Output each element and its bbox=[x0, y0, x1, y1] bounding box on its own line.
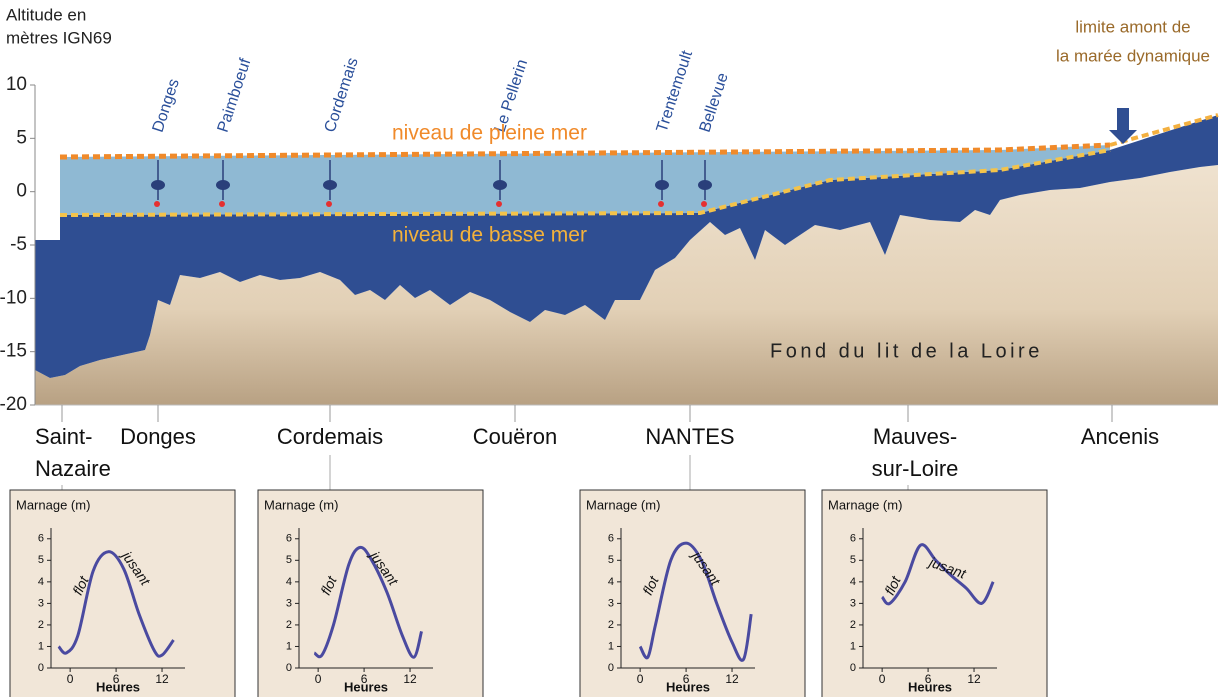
tide-limit-label: la marée dynamique bbox=[1056, 46, 1210, 65]
station-label: Cordemais bbox=[322, 56, 362, 135]
y-tick-label: 5 bbox=[16, 127, 27, 148]
inset-y-tick-label: 6 bbox=[608, 533, 614, 545]
inset-y-tick-label: 2 bbox=[38, 619, 44, 631]
place-label: Ancenis bbox=[1081, 424, 1159, 449]
place-label: Saint- bbox=[35, 424, 92, 449]
axis-title: Altitude en bbox=[6, 5, 86, 24]
inset-y-tick-label: 4 bbox=[38, 576, 44, 588]
inset-x-tick-label: 0 bbox=[637, 672, 644, 686]
buoy-anchor bbox=[154, 201, 160, 207]
buoy-anchor bbox=[496, 201, 502, 207]
place-label: Couëron bbox=[473, 424, 557, 449]
inset-ylabel: Marnage (m) bbox=[586, 497, 660, 512]
buoy bbox=[151, 180, 165, 190]
buoy bbox=[655, 180, 669, 190]
inset-y-tick-label: 5 bbox=[850, 554, 856, 566]
station-label: Paimboeuf bbox=[215, 56, 255, 135]
inset-y-tick-label: 4 bbox=[286, 576, 292, 588]
axis-title: mètres IGN69 bbox=[6, 28, 112, 47]
inset-y-tick-label: 6 bbox=[850, 533, 856, 545]
inset-ylabel: Marnage (m) bbox=[828, 497, 902, 512]
inset-y-tick-label: 0 bbox=[286, 662, 292, 674]
inset-x-tick-label: 6 bbox=[683, 672, 690, 686]
buoy bbox=[323, 180, 337, 190]
inset-ylabel: Marnage (m) bbox=[16, 497, 90, 512]
high-water-label: niveau de pleine mer bbox=[392, 122, 587, 145]
inset-x-tick-label: 0 bbox=[67, 672, 74, 686]
inset-ylabel: Marnage (m) bbox=[264, 497, 338, 512]
inset-y-tick-label: 2 bbox=[850, 619, 856, 631]
inset-y-tick-label: 5 bbox=[38, 554, 44, 566]
y-tick-label: 10 bbox=[6, 74, 27, 95]
y-tick-label: 0 bbox=[16, 181, 27, 202]
inset-y-tick-label: 3 bbox=[286, 597, 292, 609]
inset-y-tick-label: 1 bbox=[608, 640, 614, 652]
inset-y-tick-label: 2 bbox=[608, 619, 614, 631]
buoy-anchor bbox=[219, 201, 225, 207]
figure: Altitude enmètres IGN691050-5-10-15-20Do… bbox=[0, 0, 1223, 697]
inset-y-tick-label: 6 bbox=[38, 533, 44, 545]
bed-label: Fond du lit de la Loire bbox=[770, 340, 1043, 362]
station-label: Donges bbox=[150, 77, 183, 135]
buoy-anchor bbox=[326, 201, 332, 207]
inset-y-tick-label: 1 bbox=[286, 640, 292, 652]
y-tick-label: -5 bbox=[10, 234, 27, 255]
inset-x-tick-label: 6 bbox=[361, 672, 368, 686]
inset-x-tick-label: 12 bbox=[725, 672, 739, 686]
buoy bbox=[698, 180, 712, 190]
y-tick-label: -10 bbox=[0, 287, 27, 308]
inset-y-tick-label: 3 bbox=[608, 597, 614, 609]
place-label: NANTES bbox=[645, 424, 734, 449]
inset-x-tick-label: 0 bbox=[879, 672, 886, 686]
buoy-anchor bbox=[658, 201, 664, 207]
inset-y-tick-label: 1 bbox=[38, 640, 44, 652]
place-label: Nazaire bbox=[35, 456, 111, 481]
inset-y-tick-label: 4 bbox=[608, 576, 614, 588]
inset-x-tick-label: 12 bbox=[967, 672, 981, 686]
buoy bbox=[493, 180, 507, 190]
inset-y-tick-label: 1 bbox=[850, 640, 856, 652]
inset-y-tick-label: 0 bbox=[38, 662, 44, 674]
inset-x-tick-label: 12 bbox=[403, 672, 417, 686]
y-tick-label: -20 bbox=[0, 394, 27, 415]
inset-y-tick-label: 4 bbox=[850, 576, 856, 588]
inset-y-tick-label: 2 bbox=[286, 619, 292, 631]
inset-y-tick-label: 5 bbox=[608, 554, 614, 566]
station-label: Bellevue bbox=[697, 71, 732, 135]
inset-x-tick-label: 6 bbox=[925, 672, 932, 686]
place-label: Mauves- bbox=[873, 424, 957, 449]
inset-y-tick-label: 6 bbox=[286, 533, 292, 545]
station-label: Trentemoult bbox=[654, 48, 697, 134]
low-water-label: niveau de basse mer bbox=[392, 224, 587, 247]
inset-y-tick-label: 0 bbox=[850, 662, 856, 674]
inset-x-tick-label: 6 bbox=[113, 672, 120, 686]
inset-y-tick-label: 5 bbox=[286, 554, 292, 566]
inset-y-tick-label: 0 bbox=[608, 662, 614, 674]
inset-x-tick-label: 0 bbox=[315, 672, 322, 686]
inset-y-tick-label: 3 bbox=[38, 597, 44, 609]
place-label: sur-Loire bbox=[872, 456, 959, 481]
buoy bbox=[216, 180, 230, 190]
buoy-anchor bbox=[701, 201, 707, 207]
tide-limit-label: limite amont de bbox=[1075, 17, 1190, 36]
inset-y-tick-label: 3 bbox=[850, 597, 856, 609]
y-tick-label: -15 bbox=[0, 341, 27, 362]
place-label: Cordemais bbox=[277, 424, 383, 449]
place-label: Donges bbox=[120, 424, 196, 449]
inset-x-tick-label: 12 bbox=[155, 672, 169, 686]
